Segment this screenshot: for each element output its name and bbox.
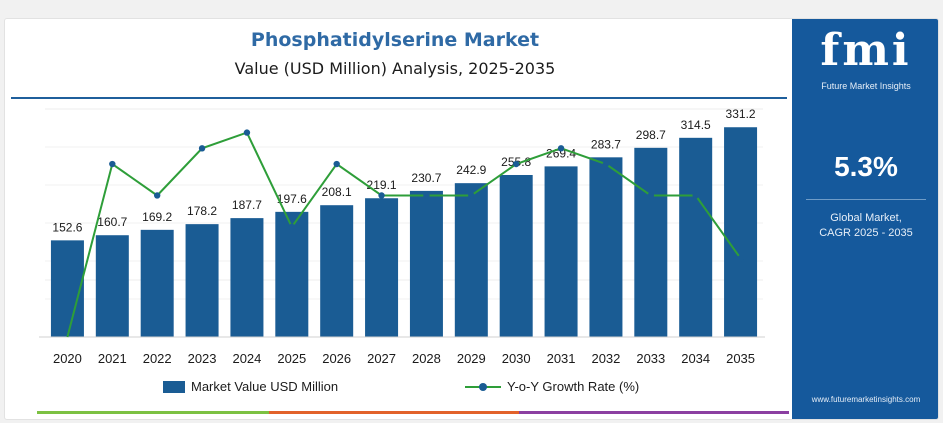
bar-2023 [185, 224, 219, 337]
cagr-label: Global Market, CAGR 2025 - 2035 [792, 211, 938, 241]
cagr-label-line1: Global Market, [830, 212, 902, 224]
chart-subtitle: Value (USD Million) Analysis, 2025-2035 [234, 59, 556, 78]
logo-subtitle: Future Market Insights [821, 81, 911, 91]
bar-2028 [409, 190, 443, 337]
growth-point-2024 [243, 129, 251, 136]
growth-point-2035 [737, 255, 744, 262]
bar-value-label-2024: 187.7 [232, 198, 262, 212]
x-tick-label-2025: 2025 [277, 351, 306, 366]
bar-line-chart: 152.6 2020 160.7 2021 169.2 2022 178.2 2023 187.… [39, 107, 765, 366]
growth-point-2029 [468, 192, 475, 199]
x-tick-label-2032: 2032 [591, 351, 620, 366]
bar-2027 [365, 198, 399, 337]
legend-market-value-label: Market Value USD Million [191, 379, 339, 394]
bar-2033 [634, 147, 668, 337]
growth-point-2023 [198, 145, 206, 152]
x-tick-label-2022: 2022 [143, 351, 172, 366]
bar-2029 [454, 183, 488, 337]
bar-2034 [679, 137, 713, 337]
growth-point-2025 [288, 223, 296, 231]
bar-value-label-2035: 331.2 [726, 107, 756, 121]
x-tick-label-2033: 2033 [636, 351, 665, 366]
bar-value-label-2023: 178.2 [187, 204, 217, 218]
bar-value-label-2029: 242.9 [456, 163, 486, 177]
bar-value-label-2026: 208.1 [322, 185, 352, 199]
x-tick-label-2028: 2028 [412, 351, 441, 366]
legend-line-swatch [465, 382, 501, 391]
website-url: www.futuremarketinsights.com [811, 395, 921, 404]
x-tick-label-2023: 2023 [188, 351, 217, 366]
bar-2024 [230, 218, 264, 337]
legend-growth-rate: Y-o-Y Growth Rate (%) [465, 379, 639, 394]
x-tick-label-2031: 2031 [547, 351, 576, 366]
sidebar-divider [806, 199, 926, 200]
growth-point-2026 [333, 160, 340, 168]
bar-value-label-2028: 230.7 [411, 171, 441, 185]
bar-value-label-2025: 197.6 [277, 192, 307, 206]
growth-point-2022 [153, 192, 161, 199]
bar-2031 [544, 166, 578, 337]
chart-card: Phosphatidylserine Market Value (USD Mil… [4, 18, 939, 420]
accent-bar-green [37, 411, 269, 414]
bar-2026 [320, 205, 354, 337]
accent-bar-purple [519, 411, 789, 414]
x-tick-label-2024: 2024 [232, 351, 261, 366]
growth-point-2021 [109, 160, 116, 168]
growth-rate-line [66, 131, 742, 338]
bar-2025 [275, 211, 309, 337]
cagr-label-line2: CAGR 2025 - 2035 [819, 227, 913, 239]
x-tick-label-2029: 2029 [457, 351, 486, 366]
bar-value-label-2032: 283.7 [591, 137, 621, 151]
bar-2021 [95, 235, 129, 337]
bar-2020 [50, 240, 84, 337]
growth-point-2033 [647, 192, 655, 199]
x-tick-label-2026: 2026 [322, 351, 351, 366]
x-tick-label-2027: 2027 [367, 351, 396, 366]
accent-bar-orange [269, 411, 519, 414]
cagr-value: 5.3% [834, 151, 898, 182]
bar-2022 [140, 229, 174, 337]
bar-2035 [724, 127, 758, 338]
growth-point-2030 [512, 160, 520, 168]
x-tick-label-2021: 2021 [98, 351, 127, 366]
growth-point-2034 [692, 192, 699, 199]
fmi-logo: fmi [820, 25, 912, 76]
sidebar-panel: fmi Future Market Insights 5.3% Global M… [792, 19, 938, 419]
legend-bar-swatch [163, 380, 185, 393]
growth-point-2028 [423, 192, 430, 199]
legend-growth-rate-label: Y-o-Y Growth Rate (%) [507, 379, 640, 394]
x-tick-label-2034: 2034 [681, 351, 710, 366]
bar-2032 [589, 157, 623, 337]
legend-market-value: Market Value USD Million [163, 379, 338, 394]
bar-value-label-2021: 160.7 [97, 215, 127, 229]
x-tick-label-2020: 2020 [53, 351, 82, 366]
chart-title: Phosphatidylserine Market [250, 29, 540, 51]
x-tick-label-2030: 2030 [502, 351, 531, 366]
bar-2030 [499, 174, 533, 337]
title-divider [11, 97, 787, 99]
bar-value-label-2020: 152.6 [52, 220, 82, 234]
bar-value-label-2034: 314.5 [681, 118, 711, 132]
growth-point-2031 [557, 145, 565, 152]
x-tick-label-2035: 2035 [726, 351, 755, 366]
bar-value-label-2027: 219.1 [367, 178, 397, 192]
bar-value-label-2022: 169.2 [142, 210, 172, 224]
growth-point-2027 [378, 192, 385, 199]
growth-point-2032 [602, 160, 610, 168]
bar-value-label-2033: 298.7 [636, 128, 666, 142]
